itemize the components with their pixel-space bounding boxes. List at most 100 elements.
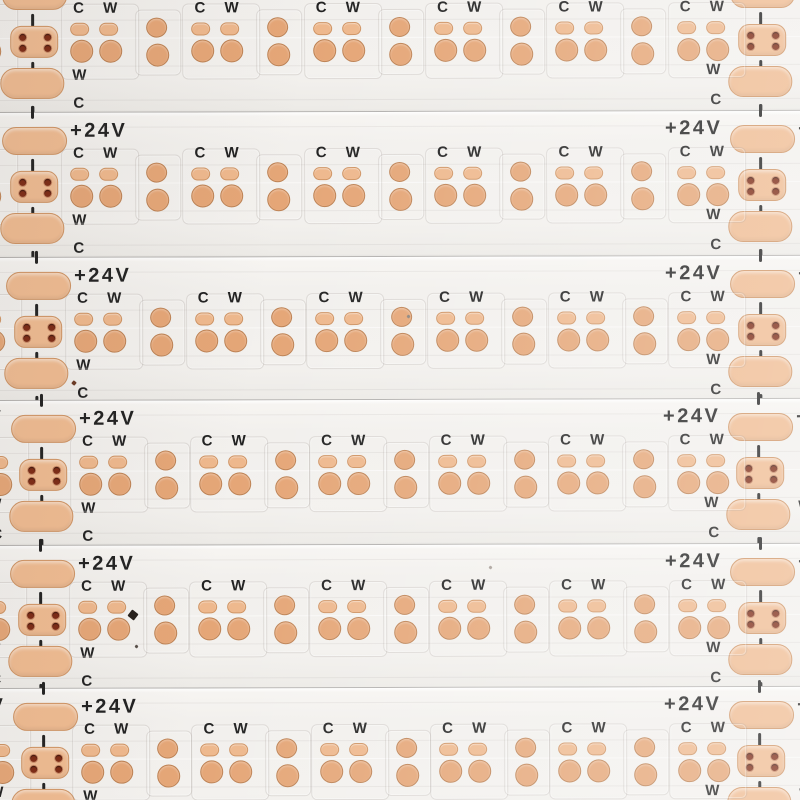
warm-pad-oval (587, 742, 607, 756)
led-pad-top (388, 16, 410, 37)
led-pad-bottom (154, 621, 178, 645)
warm-white-pad (11, 788, 76, 800)
pad-hole (27, 622, 35, 630)
led-pad-top (634, 594, 656, 615)
connector-pad-4hole (10, 170, 59, 203)
led-pad-bottom (274, 476, 298, 500)
power-pad (11, 414, 77, 443)
warm-label: W (470, 431, 486, 449)
cool-pad-round (70, 39, 94, 63)
cut-mark-tick (41, 681, 45, 695)
pad-hole (30, 765, 38, 773)
cool-label: C (0, 671, 2, 688)
warm-label: W (709, 0, 725, 16)
led-pad-top (512, 306, 534, 327)
cool-pad-round (677, 759, 701, 783)
pad-hole (745, 465, 753, 473)
warm-label: W (107, 289, 122, 307)
led-pad-bottom (388, 187, 412, 211)
pad-hole (30, 754, 38, 762)
trace-line (0, 97, 800, 101)
cut-mark-tick (39, 393, 43, 407)
cool-label: C (194, 144, 206, 162)
warm-pad-oval (344, 312, 364, 326)
led-pad-bottom (510, 42, 534, 66)
led-pad-top (274, 450, 296, 471)
cool-pad-round (198, 472, 222, 496)
cool-label: C (77, 384, 89, 402)
warm-pad-oval (103, 312, 123, 326)
led-pad-bottom (274, 621, 298, 645)
warm-pad-round (463, 183, 487, 207)
trace-line (0, 242, 800, 246)
warm-pad-oval (107, 600, 127, 614)
cool-pad-oval (315, 312, 335, 326)
pad-hole (746, 764, 754, 772)
cool-label: C (681, 576, 693, 594)
cool-pad-oval (70, 167, 90, 181)
warm-pad-round (341, 184, 365, 208)
warm-pad-oval (99, 167, 119, 181)
led-pad-top (146, 17, 168, 38)
cool-pad-oval (319, 743, 339, 757)
led-pad-bottom (157, 764, 181, 788)
cool-pad-oval (312, 167, 332, 181)
warm-label: W (231, 577, 246, 595)
warm-label: W (710, 719, 726, 737)
led-pad-bottom (150, 333, 174, 357)
warm-pad-oval (468, 742, 488, 756)
cool-pad-round (70, 184, 94, 208)
connector-pad-4hole (19, 458, 68, 491)
trace-line (0, 675, 800, 679)
cool-label: C (315, 0, 328, 17)
warm-pad-oval (707, 599, 727, 613)
warm-white-pad (9, 500, 74, 532)
pad-hole (747, 610, 755, 618)
cool-pad-oval (78, 600, 98, 614)
warm-pad-round (348, 760, 372, 784)
led-pad-bottom (513, 475, 537, 499)
cool-pad-oval (318, 600, 338, 614)
cool-label: C (679, 431, 691, 449)
pad-hole (745, 476, 753, 484)
warm-label: W (588, 143, 604, 161)
led-pad-top (394, 594, 416, 615)
led-pad-bottom (632, 332, 656, 356)
led-pad-bottom (633, 475, 657, 499)
cool-label: C (81, 577, 93, 595)
cool-pad-oval (191, 167, 211, 181)
cool-pad-round (194, 329, 218, 353)
cut-mark-tick (757, 679, 761, 694)
pad-hole (772, 187, 780, 195)
led-pad-top (513, 449, 535, 470)
warm-pad-oval (586, 454, 606, 468)
trace-line (0, 387, 800, 391)
led-pad-bottom (146, 43, 170, 67)
pad-hole (53, 466, 61, 474)
warm-label: W (709, 143, 725, 161)
warm-label: W (345, 144, 361, 162)
warm-pad-round (347, 617, 371, 641)
warm-pad-oval (229, 743, 249, 757)
warm-pad-oval (341, 167, 361, 181)
pad-hole (44, 178, 52, 186)
warm-pad-oval (463, 21, 483, 35)
cool-pad-round (676, 471, 700, 495)
cool-label: C (440, 431, 452, 449)
led-pad-bottom (514, 620, 538, 644)
cut-mark-tick (30, 105, 34, 119)
led-pad-top (154, 595, 176, 616)
cool-label: C (437, 143, 449, 161)
warm-white-pad (8, 645, 73, 677)
warm-pad-oval (341, 22, 361, 36)
led-pad-top (514, 594, 536, 615)
cut-mark-tick (758, 248, 762, 262)
cool-pad-oval (678, 599, 698, 613)
cool-pad-oval (194, 312, 214, 326)
led-pad-bottom (155, 476, 179, 500)
warm-pad-round (223, 329, 247, 353)
cool-label: C (558, 0, 570, 16)
cool-pad-oval (436, 311, 456, 325)
voltage-label: +24V (664, 693, 722, 716)
